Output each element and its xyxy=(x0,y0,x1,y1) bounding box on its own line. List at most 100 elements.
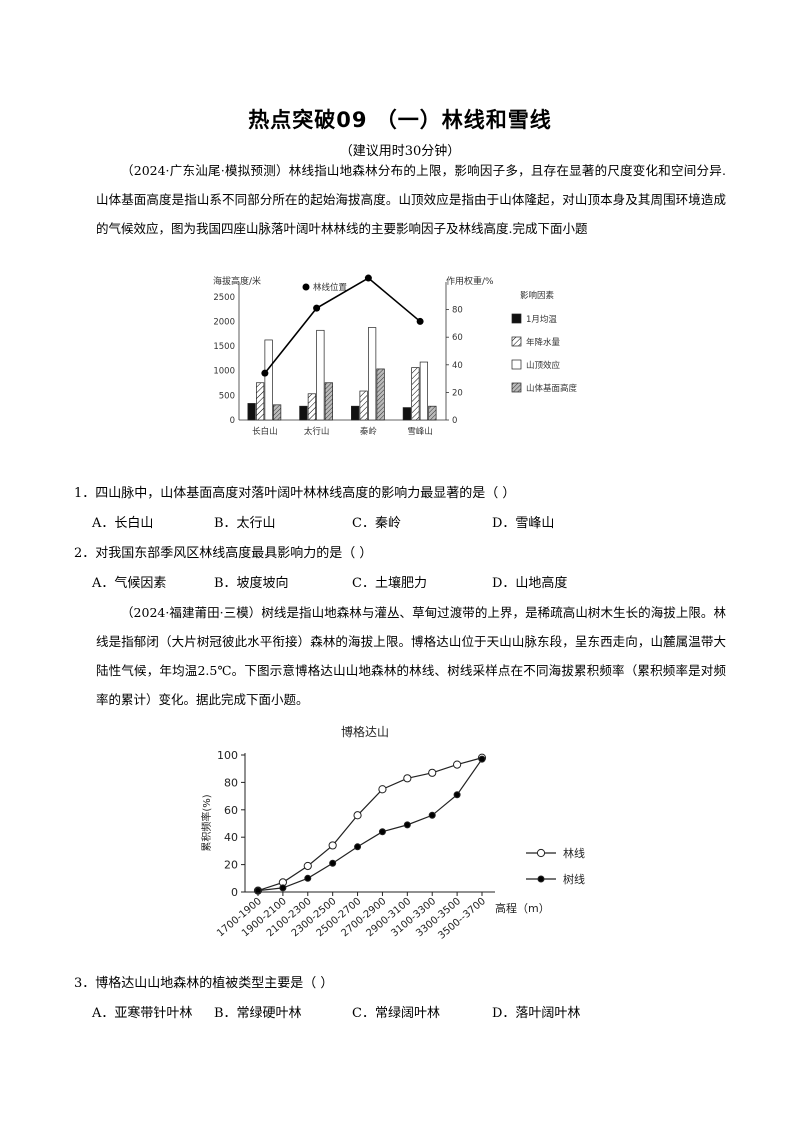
bar-1月均温 xyxy=(299,405,308,421)
q3-option-a[interactable]: A．亚寒带针叶林 xyxy=(92,1006,193,1021)
series-line-林线 xyxy=(257,757,483,892)
line-legend-marker xyxy=(302,283,310,291)
treeline-point xyxy=(261,369,269,377)
time-hint: （建议用时30分钟） xyxy=(339,144,461,159)
series-point-树线 xyxy=(478,755,486,763)
right-tick-label: 60 xyxy=(452,333,463,343)
right-tick-label: 40 xyxy=(452,361,463,371)
bar-山体基面高度 xyxy=(273,404,282,421)
bar-山顶效应 xyxy=(419,361,428,421)
category-label: 长白山 xyxy=(252,426,278,437)
series-point-林线 xyxy=(453,760,462,769)
q3-option-b[interactable]: B．常绿硬叶林 xyxy=(214,1006,302,1021)
bar-年降水量 xyxy=(359,390,368,421)
left-tick-label: 2500 xyxy=(213,293,235,303)
y-tick-label: 100 xyxy=(217,749,238,762)
treeline-point xyxy=(416,317,424,325)
question-3: 3．博格达山山地森林的植被类型主要是（ ） xyxy=(74,976,334,991)
passage-1: （2024·广东汕尾·模拟预测）林线指山地森林分布的上限，影响因子多，且存在显著… xyxy=(96,163,726,236)
treeline-line xyxy=(264,277,421,374)
series-point-林线 xyxy=(378,785,387,794)
page-title: 热点突破09 （一）林线和雪线 xyxy=(248,108,552,132)
bar-山顶效应 xyxy=(264,339,273,421)
y-tick-label: 80 xyxy=(224,776,238,789)
q1-option-b[interactable]: B．太行山 xyxy=(214,516,276,531)
q1-option-a[interactable]: A．长白山 xyxy=(92,516,154,531)
y-tick-label: 0 xyxy=(231,886,238,899)
factor-legend-swatch xyxy=(511,382,522,393)
bar-山体基面高度 xyxy=(376,368,385,421)
factor-legend-label: 山体基面高度 xyxy=(526,383,578,394)
legend-marker xyxy=(537,875,545,883)
y-tick-label: 40 xyxy=(224,831,238,844)
q2-option-b[interactable]: B．坡度坡向 xyxy=(214,576,289,591)
q1-option-c[interactable]: C．秦岭 xyxy=(352,516,401,531)
series-point-树线 xyxy=(453,791,461,799)
series-point-树线 xyxy=(378,828,386,836)
bar-山体基面高度 xyxy=(324,382,333,421)
bar-1月均温 xyxy=(351,405,360,421)
bar-年降水量 xyxy=(411,367,420,421)
series-point-树线 xyxy=(428,811,436,819)
left-axis-title: 海拔高度/米 xyxy=(213,275,261,287)
series-point-树线 xyxy=(279,884,287,892)
question-2: 2．对我国东部季风区林线高度最具影响力的是（ ） xyxy=(74,546,373,561)
category-label: 雪峰山 xyxy=(407,426,433,437)
bar-山体基面高度 xyxy=(428,405,437,421)
series-point-林线 xyxy=(303,861,312,871)
series-point-林线 xyxy=(428,768,437,777)
factor-legend-label: 1月均温 xyxy=(526,314,557,325)
category-label: 秦岭 xyxy=(360,426,378,437)
factor-legend-swatch xyxy=(511,359,522,370)
left-tick-label: 2000 xyxy=(213,317,235,327)
legend-label: 林线 xyxy=(563,846,585,860)
treeline-point xyxy=(364,274,372,282)
legend-marker xyxy=(536,848,546,858)
line-legend-label: 林线位置 xyxy=(313,282,348,293)
series-point-树线 xyxy=(403,821,411,829)
bar-年降水量 xyxy=(256,382,265,421)
series-point-林线 xyxy=(353,811,362,820)
bar-1月均温 xyxy=(247,403,256,421)
passage-2: （2024·福建莆田·三模）树线是指山地森林与灌丛、草甸过渡带的上界，是稀疏高山… xyxy=(96,605,726,707)
factor-legend-swatch xyxy=(511,336,522,347)
treeline-factor-chart: 海拔高度/米 作用权重/% 林线位置 影响因素 0 500 1000 1500 2000… xyxy=(213,274,578,437)
series-point-树线 xyxy=(304,874,312,882)
q2-option-c[interactable]: C．土壤肥力 xyxy=(352,576,427,591)
series-point-树线 xyxy=(329,859,337,867)
series-point-林线 xyxy=(403,774,412,783)
category-label: 太行山 xyxy=(304,426,330,437)
left-tick-label: 1000 xyxy=(213,367,235,377)
q1-option-d[interactable]: D．雪峰山 xyxy=(492,516,555,531)
bar-年降水量 xyxy=(307,393,316,421)
q3-option-c[interactable]: C．常绿阔叶林 xyxy=(352,1006,440,1021)
right-tick-label: 20 xyxy=(452,388,463,398)
factor-legend-label: 山顶效应 xyxy=(526,360,561,371)
right-tick-label: 80 xyxy=(452,306,463,316)
right-axis-title: 作用权重/% xyxy=(446,275,494,287)
factor-legend-label: 年降水量 xyxy=(526,337,561,348)
y-tick-label: 20 xyxy=(224,859,238,872)
treeline-point xyxy=(313,304,321,312)
bar-山顶效应 xyxy=(316,329,325,421)
factor-legend-swatch xyxy=(511,313,522,324)
chart2-xlabel: 高程（m） xyxy=(495,901,550,915)
chart2-title: 博格达山 xyxy=(341,724,389,739)
factor-legend-title: 影响因素 xyxy=(520,290,555,301)
legend-label: 树线 xyxy=(563,872,585,886)
left-tick-label: 0 xyxy=(230,416,235,426)
series-point-林线 xyxy=(328,841,337,850)
series-point-树线 xyxy=(354,843,362,851)
question-1: 1．四山脉中，山体基面高度对落叶阔叶林林线高度的影响力最显著的是（ ） xyxy=(74,486,516,501)
left-tick-label: 1500 xyxy=(213,342,235,352)
series-line-树线 xyxy=(257,758,483,892)
y-tick-label: 60 xyxy=(224,804,238,817)
left-tick-label: 500 xyxy=(219,391,235,401)
q3-option-d[interactable]: D．落叶阔叶林 xyxy=(492,1006,581,1021)
bar-山顶效应 xyxy=(368,327,377,421)
right-tick-label: 0 xyxy=(452,416,457,426)
chart2-ylabel: 累积频率(%) xyxy=(200,794,213,851)
q2-option-d[interactable]: D．山地高度 xyxy=(492,576,568,591)
q2-option-a[interactable]: A．气候因素 xyxy=(92,576,167,591)
